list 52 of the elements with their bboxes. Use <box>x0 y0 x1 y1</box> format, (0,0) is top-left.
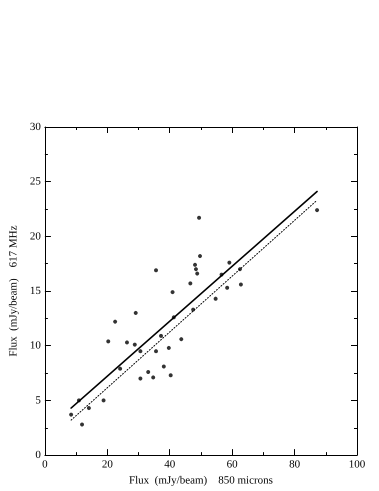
point <box>220 272 224 277</box>
y-tick-label: 0 <box>35 449 42 462</box>
point <box>138 349 142 354</box>
y-tick-label: 25 <box>30 176 42 188</box>
y-tick-label: 15 <box>30 285 42 298</box>
point <box>193 262 198 267</box>
point <box>225 286 230 290</box>
point <box>197 216 202 220</box>
x-tick-label: 100 <box>348 458 366 471</box>
point <box>76 398 81 402</box>
point <box>198 254 202 258</box>
point <box>170 290 175 294</box>
point <box>179 337 184 342</box>
y-tick-label: 30 <box>30 121 42 133</box>
point <box>106 339 110 344</box>
point <box>191 308 196 312</box>
point <box>113 320 118 324</box>
point <box>172 315 176 320</box>
point <box>238 267 242 272</box>
point <box>69 412 74 417</box>
point <box>134 310 138 315</box>
x-tick-label: 80 <box>289 458 301 471</box>
y-axis-title: Flux (mJy/beam) 617 MHz <box>8 225 20 357</box>
point <box>138 376 142 381</box>
point <box>168 373 173 378</box>
point <box>195 272 200 276</box>
point <box>159 334 163 338</box>
x-axis-title: Flux (mJy/beam) 850 microns <box>128 474 273 486</box>
point <box>80 422 84 426</box>
y-tick-label: 20 <box>30 230 42 242</box>
point <box>166 346 171 350</box>
point <box>214 296 218 301</box>
point <box>194 267 198 272</box>
x-tick-label: 40 <box>164 458 176 471</box>
point <box>86 406 91 410</box>
point <box>315 208 320 212</box>
point <box>154 349 158 354</box>
point <box>118 366 122 371</box>
x-tick-label: 60 <box>226 458 238 471</box>
point <box>124 340 129 344</box>
point <box>146 370 150 374</box>
point <box>227 260 232 265</box>
y-tick-label: 5 <box>35 394 42 406</box>
point <box>151 375 156 380</box>
point <box>102 398 106 402</box>
point <box>162 364 166 369</box>
point <box>154 268 158 272</box>
point <box>132 342 137 347</box>
point <box>188 281 192 286</box>
point <box>238 282 243 286</box>
y-tick-label: 10 <box>30 340 42 352</box>
x-tick-label: 20 <box>102 458 114 471</box>
